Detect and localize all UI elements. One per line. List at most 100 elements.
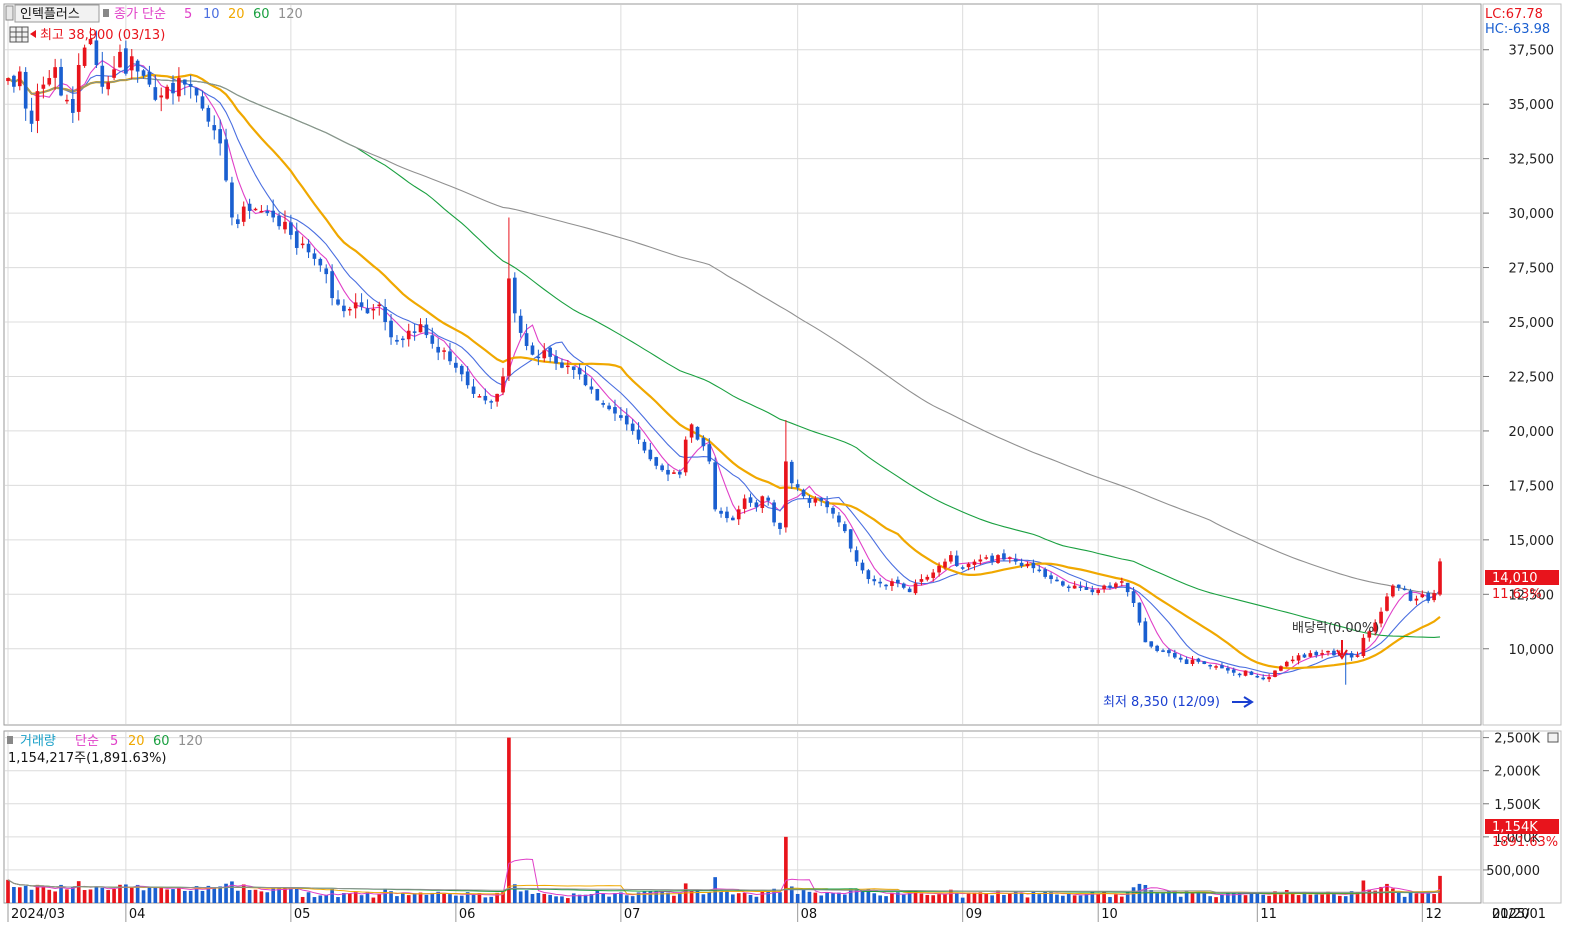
volume-bar bbox=[607, 896, 611, 903]
volume-bar bbox=[53, 891, 57, 903]
volume-bar bbox=[1119, 896, 1124, 903]
candle-body bbox=[1237, 673, 1242, 676]
volume-bar bbox=[448, 894, 452, 903]
volume-ma-label: 단순 bbox=[75, 734, 99, 749]
candle-body bbox=[560, 362, 564, 368]
volume-bar bbox=[748, 894, 753, 903]
volume-bar bbox=[300, 896, 305, 903]
candle-body bbox=[471, 386, 476, 394]
volume-bar bbox=[566, 898, 570, 903]
price-tag-box bbox=[1485, 570, 1559, 585]
table-icon[interactable] bbox=[9, 26, 29, 43]
volume-bar bbox=[347, 893, 352, 903]
volume-bar bbox=[153, 887, 158, 903]
volume-bar bbox=[860, 891, 865, 903]
volume-bar bbox=[1149, 890, 1154, 903]
candle-body bbox=[1184, 659, 1189, 665]
high-annotation: 최고 38,900 (03/13) bbox=[40, 28, 165, 43]
volume-bar bbox=[371, 897, 376, 903]
candle-body bbox=[53, 67, 57, 78]
price-tick-label: 27,500 bbox=[1509, 262, 1555, 277]
candle-body bbox=[878, 581, 882, 584]
vol-ma-legend-20: 20 bbox=[128, 734, 145, 749]
date-label: 06 bbox=[459, 907, 476, 922]
candle-body bbox=[1172, 652, 1177, 658]
volume-bar bbox=[1196, 891, 1201, 903]
price-tick-label: 17,500 bbox=[1509, 479, 1555, 494]
candle-body bbox=[1119, 581, 1124, 583]
candle-body bbox=[1214, 666, 1218, 668]
candle-body bbox=[1226, 668, 1230, 671]
candle-body bbox=[907, 588, 912, 593]
volume-bar bbox=[819, 895, 824, 903]
volume-panel-close-icon[interactable] bbox=[1547, 732, 1559, 743]
volume-bar bbox=[595, 890, 600, 903]
price-axis-ticks: 37,500 35,000 32,500 30,000 27,500 25,000 22,5… bbox=[1483, 44, 1554, 658]
candle-body bbox=[1125, 582, 1130, 593]
candle-body bbox=[1373, 622, 1378, 632]
volume-bar bbox=[701, 894, 706, 903]
candle-body bbox=[1072, 585, 1077, 589]
price-tick-label: 32,500 bbox=[1509, 153, 1555, 168]
volume-bar bbox=[1385, 883, 1389, 903]
price-axis-frame bbox=[1482, 3, 1562, 726]
legend-handle-icon[interactable] bbox=[5, 5, 14, 21]
volume-bar bbox=[389, 891, 393, 903]
candle-body bbox=[624, 415, 629, 425]
volume-bar bbox=[430, 892, 435, 903]
price-tag: 14,010 bbox=[1492, 571, 1538, 586]
date-label: 01/20 bbox=[1492, 907, 1529, 922]
candle-body bbox=[648, 449, 653, 460]
candle-body bbox=[972, 561, 977, 565]
volume-bar bbox=[766, 891, 771, 903]
candle-body bbox=[1102, 585, 1106, 589]
volume-bar bbox=[1402, 896, 1407, 903]
volume-bar bbox=[41, 886, 46, 903]
ma-line-5 bbox=[7, 59, 1441, 677]
candle-body bbox=[831, 507, 835, 514]
volume-bar bbox=[731, 894, 735, 903]
candle-body bbox=[837, 515, 841, 523]
candle-body bbox=[772, 502, 776, 523]
candle-body bbox=[29, 110, 34, 124]
ma-legend-5: 5 bbox=[184, 7, 192, 22]
volume-bar bbox=[35, 884, 40, 903]
volume-bar bbox=[495, 892, 499, 903]
volume-bar bbox=[754, 896, 759, 903]
candle-body bbox=[630, 423, 635, 431]
candle-body bbox=[719, 510, 723, 514]
volume-bar bbox=[1214, 897, 1218, 903]
volume-tag-box bbox=[1485, 819, 1559, 834]
ma-legend-60: 60 bbox=[253, 7, 270, 22]
candle-body bbox=[1167, 650, 1171, 654]
candle-body bbox=[1414, 598, 1419, 601]
volume-bar bbox=[1249, 892, 1254, 903]
candle-body bbox=[683, 439, 688, 473]
volume-bar bbox=[1167, 891, 1171, 903]
candle-body bbox=[6, 78, 10, 82]
candle-body bbox=[931, 572, 936, 578]
candle-body bbox=[1149, 641, 1154, 647]
volume-bar bbox=[1379, 886, 1383, 903]
candle-body bbox=[1332, 650, 1336, 656]
volume-bar bbox=[47, 889, 52, 903]
volume-bar bbox=[1296, 895, 1301, 903]
candle-body bbox=[47, 78, 52, 85]
candle-body bbox=[1055, 579, 1059, 582]
volume-bar bbox=[135, 884, 140, 903]
volume-title: 거래량 bbox=[20, 734, 56, 749]
candle-body bbox=[306, 243, 311, 253]
volume-bar bbox=[642, 891, 647, 903]
candle-body bbox=[1349, 653, 1354, 658]
candle-body bbox=[1084, 586, 1089, 590]
candle-body bbox=[442, 350, 446, 352]
stock-name[interactable]: 인텍플러스 bbox=[20, 7, 80, 22]
candle-body bbox=[1231, 669, 1236, 673]
stock-name-box[interactable] bbox=[14, 4, 100, 23]
volume-bar bbox=[377, 894, 382, 903]
volume-bar bbox=[1414, 893, 1419, 903]
candle-body bbox=[524, 333, 529, 346]
volume-bar bbox=[666, 892, 670, 903]
volume-bar bbox=[465, 892, 470, 903]
candle-body bbox=[171, 82, 175, 94]
